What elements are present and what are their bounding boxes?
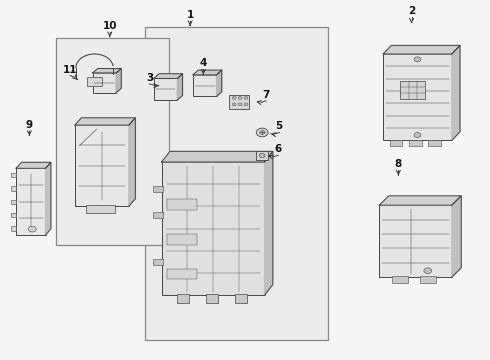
Text: 6: 6	[275, 144, 282, 154]
Circle shape	[244, 103, 248, 106]
Text: 10: 10	[102, 21, 117, 31]
Bar	[177, 294, 190, 303]
Bar	[162, 162, 265, 295]
Bar	[167, 199, 197, 210]
Circle shape	[232, 103, 236, 106]
Bar	[235, 294, 247, 303]
Bar	[93, 73, 116, 93]
Polygon shape	[193, 70, 222, 75]
Polygon shape	[46, 162, 51, 235]
Bar	[409, 140, 421, 147]
Text: 3: 3	[146, 73, 153, 83]
Bar	[428, 140, 441, 147]
Circle shape	[414, 132, 421, 138]
Text: 8: 8	[395, 159, 402, 169]
Bar	[392, 276, 408, 283]
Text: 4: 4	[199, 58, 207, 68]
Bar	[11, 173, 16, 177]
Circle shape	[259, 153, 265, 158]
Polygon shape	[383, 45, 460, 54]
Text: 11: 11	[63, 64, 77, 75]
Bar	[256, 151, 268, 160]
Polygon shape	[217, 70, 222, 96]
Bar	[379, 205, 452, 277]
Bar	[153, 212, 163, 218]
Bar	[16, 168, 46, 235]
Polygon shape	[265, 151, 273, 295]
Bar	[75, 125, 129, 206]
Polygon shape	[93, 68, 122, 73]
Text: 7: 7	[262, 90, 270, 100]
Circle shape	[28, 226, 36, 232]
Circle shape	[238, 96, 242, 99]
Circle shape	[232, 96, 236, 99]
Text: 5: 5	[276, 121, 283, 131]
Bar	[390, 140, 402, 147]
Bar	[206, 294, 219, 303]
Circle shape	[260, 131, 265, 134]
Bar	[167, 269, 197, 279]
Polygon shape	[379, 196, 461, 205]
Bar	[153, 259, 163, 265]
Bar	[56, 38, 169, 245]
Bar	[420, 276, 436, 283]
Bar	[153, 186, 163, 192]
Polygon shape	[75, 118, 135, 125]
Polygon shape	[154, 74, 183, 78]
Polygon shape	[162, 151, 273, 162]
Bar	[167, 234, 197, 244]
Bar	[86, 205, 116, 212]
Circle shape	[256, 128, 268, 137]
Polygon shape	[177, 74, 183, 100]
Bar	[11, 213, 16, 217]
Bar	[87, 77, 102, 86]
Text: 9: 9	[26, 120, 33, 130]
Circle shape	[244, 96, 248, 99]
Polygon shape	[16, 162, 51, 168]
Bar	[145, 27, 328, 340]
Circle shape	[414, 57, 421, 62]
Polygon shape	[452, 196, 461, 277]
Bar	[11, 200, 16, 204]
Bar	[229, 95, 249, 109]
Polygon shape	[116, 68, 122, 93]
Circle shape	[424, 268, 432, 274]
Text: 1: 1	[187, 10, 194, 20]
Polygon shape	[452, 45, 460, 140]
Bar	[400, 81, 425, 99]
Bar	[383, 54, 452, 140]
Text: 2: 2	[408, 6, 415, 16]
Bar	[11, 186, 16, 191]
Bar	[154, 78, 177, 100]
Polygon shape	[129, 118, 135, 206]
Bar	[193, 75, 217, 96]
Bar	[11, 226, 16, 231]
Circle shape	[238, 103, 242, 106]
